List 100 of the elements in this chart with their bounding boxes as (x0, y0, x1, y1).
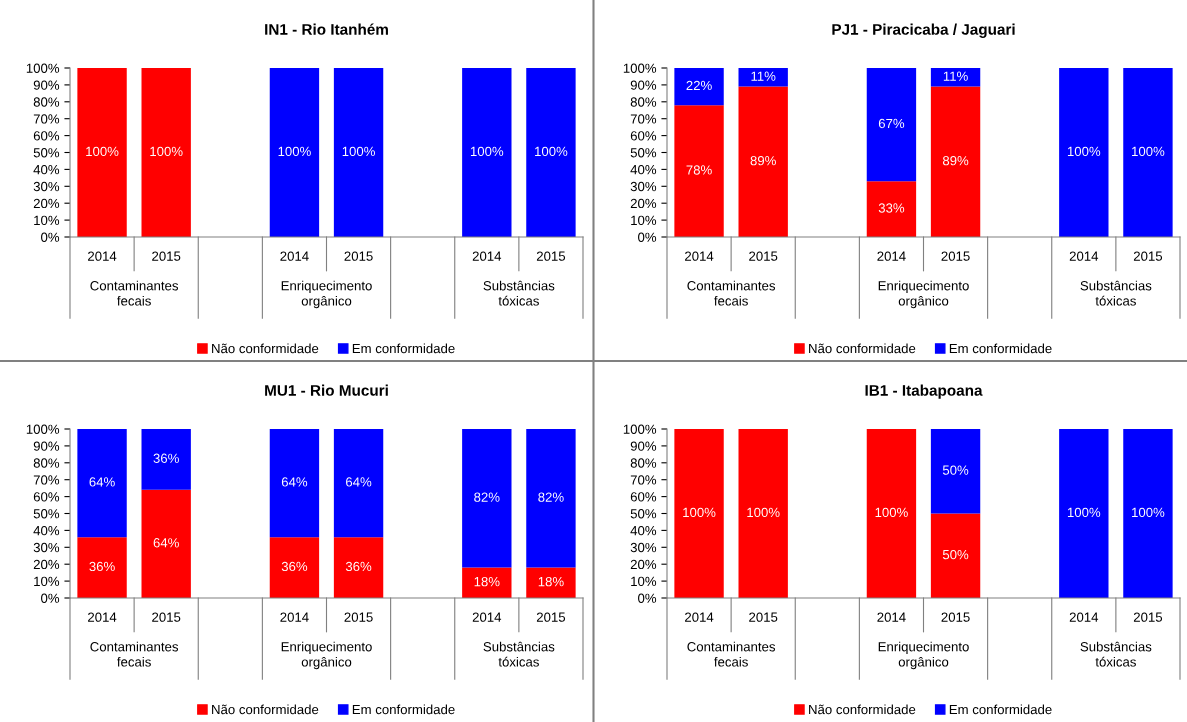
legend-label: Não conformidade (809, 704, 916, 715)
x-tick-label: 2015 (941, 251, 970, 261)
x-tick-label: 2015 (536, 612, 566, 622)
data-label: 36% (345, 561, 372, 572)
y-tick-label: 90% (33, 441, 60, 451)
data-label: 100% (278, 146, 311, 157)
chart-title: IB1 - Itabapoana (865, 384, 983, 399)
x-tick-label: 2014 (280, 251, 309, 261)
data-label: 82% (474, 492, 500, 502)
data-label: 100% (470, 146, 504, 157)
y-tick-label: 50% (33, 509, 60, 519)
bar (141, 489, 191, 598)
text: Substâncias tóxicas (483, 280, 555, 306)
y-tick-label: 40% (33, 525, 60, 536)
x-tick-label: 2014 (1069, 612, 1099, 622)
y-tick-label: 30% (630, 542, 657, 553)
data-label: 100% (535, 146, 568, 157)
text: Substâncias tóxicas (1080, 280, 1152, 306)
y-tick-label: 30% (33, 181, 60, 192)
data-label: 67% (878, 118, 905, 129)
y-tick-label: 90% (630, 441, 657, 451)
bar (738, 68, 788, 87)
data-label: 100% (1132, 146, 1165, 157)
data-label: 64% (89, 477, 115, 487)
bar (77, 429, 127, 538)
y-tick-label: 80% (33, 458, 60, 468)
bar (462, 567, 512, 598)
data-label: 18% (538, 576, 564, 587)
y-tick-label: 70% (630, 114, 657, 124)
y-tick-label: 80% (33, 97, 60, 107)
y-tick-label: 100% (26, 424, 60, 434)
bar (866, 181, 917, 237)
data-label: 11% (751, 71, 776, 81)
data-label: 100% (1067, 146, 1101, 157)
y-tick-label: 100% (623, 63, 657, 73)
data-label: 100% (86, 146, 119, 157)
bar (930, 86, 981, 237)
y-tick-label: 90% (33, 80, 60, 90)
text: Enriquecimento orgânico (878, 641, 969, 670)
y-tick-label: 0% (41, 232, 60, 242)
data-label: 36% (281, 561, 308, 572)
data-label: 64% (153, 538, 179, 548)
text: Substâncias tóxicas (1080, 641, 1152, 667)
data-label: 89% (942, 155, 969, 166)
x-tick-label: 2015 (749, 251, 778, 261)
x-tick-label: 2015 (344, 612, 373, 622)
y-tick-label: 80% (630, 97, 657, 107)
bar (269, 429, 320, 538)
bar (141, 429, 191, 490)
bar (462, 429, 512, 568)
y-tick-label: 10% (34, 576, 60, 587)
legend-label: Em conformidade (352, 704, 455, 715)
y-tick-label: 100% (26, 63, 60, 73)
data-label: 50% (942, 465, 969, 475)
x-tick-label: 2014 (877, 251, 906, 261)
y-tick-label: 80% (630, 458, 657, 468)
y-tick-label: 20% (33, 198, 60, 209)
y-tick-label: 60% (630, 131, 657, 141)
text: Contaminantes fecais (687, 280, 776, 306)
x-tick-label: 2015 (749, 612, 778, 622)
chart-title: IN1 - Rio Itanhém (265, 23, 388, 35)
data-label: 89% (750, 155, 776, 166)
data-label: 22% (686, 80, 712, 91)
x-tick-label: 2014 (280, 612, 309, 622)
data-label: 100% (1067, 507, 1101, 518)
text: Substâncias tóxicas (483, 641, 555, 667)
x-tick-label: 2015 (536, 251, 566, 261)
bar (333, 429, 384, 538)
chart-title: MU1 - Rio Mucuri (265, 384, 388, 396)
data-label: 100% (342, 146, 375, 157)
data-label: 100% (747, 507, 780, 518)
x-tick-label: 2015 (1133, 612, 1163, 622)
data-label: 100% (150, 146, 183, 157)
y-tick-label: 100% (623, 424, 657, 434)
data-label: 100% (875, 507, 908, 518)
x-tick-label: 2015 (344, 251, 373, 261)
y-tick-label: 10% (631, 215, 657, 226)
y-tick-label: 50% (630, 509, 657, 519)
y-tick-label: 40% (630, 525, 657, 536)
text: Contaminantes fecais (90, 641, 179, 667)
data-label: 11% (943, 71, 968, 81)
bar (77, 537, 127, 598)
y-tick-label: 0% (638, 232, 657, 242)
data-label: 36% (89, 561, 115, 572)
bar (674, 105, 724, 237)
y-tick-label: 70% (33, 114, 60, 124)
text: Enriquecimento orgânico (878, 280, 969, 309)
legend-label: Em conformidade (352, 343, 455, 354)
data-label: 100% (1132, 507, 1165, 518)
y-tick-label: 40% (33, 164, 60, 175)
bar (526, 567, 576, 598)
bar (1123, 68, 1173, 237)
legend-label: Não conformidade (212, 343, 319, 354)
x-tick-label: 2015 (941, 612, 970, 622)
x-tick-label: 2014 (1069, 251, 1099, 261)
chart-title: PJ1 - Piracicaba / Jaguari (832, 23, 1015, 38)
y-tick-label: 50% (33, 148, 60, 158)
y-tick-label: 20% (33, 559, 60, 570)
data-label: 64% (346, 477, 372, 487)
y-tick-label: 90% (630, 80, 657, 90)
